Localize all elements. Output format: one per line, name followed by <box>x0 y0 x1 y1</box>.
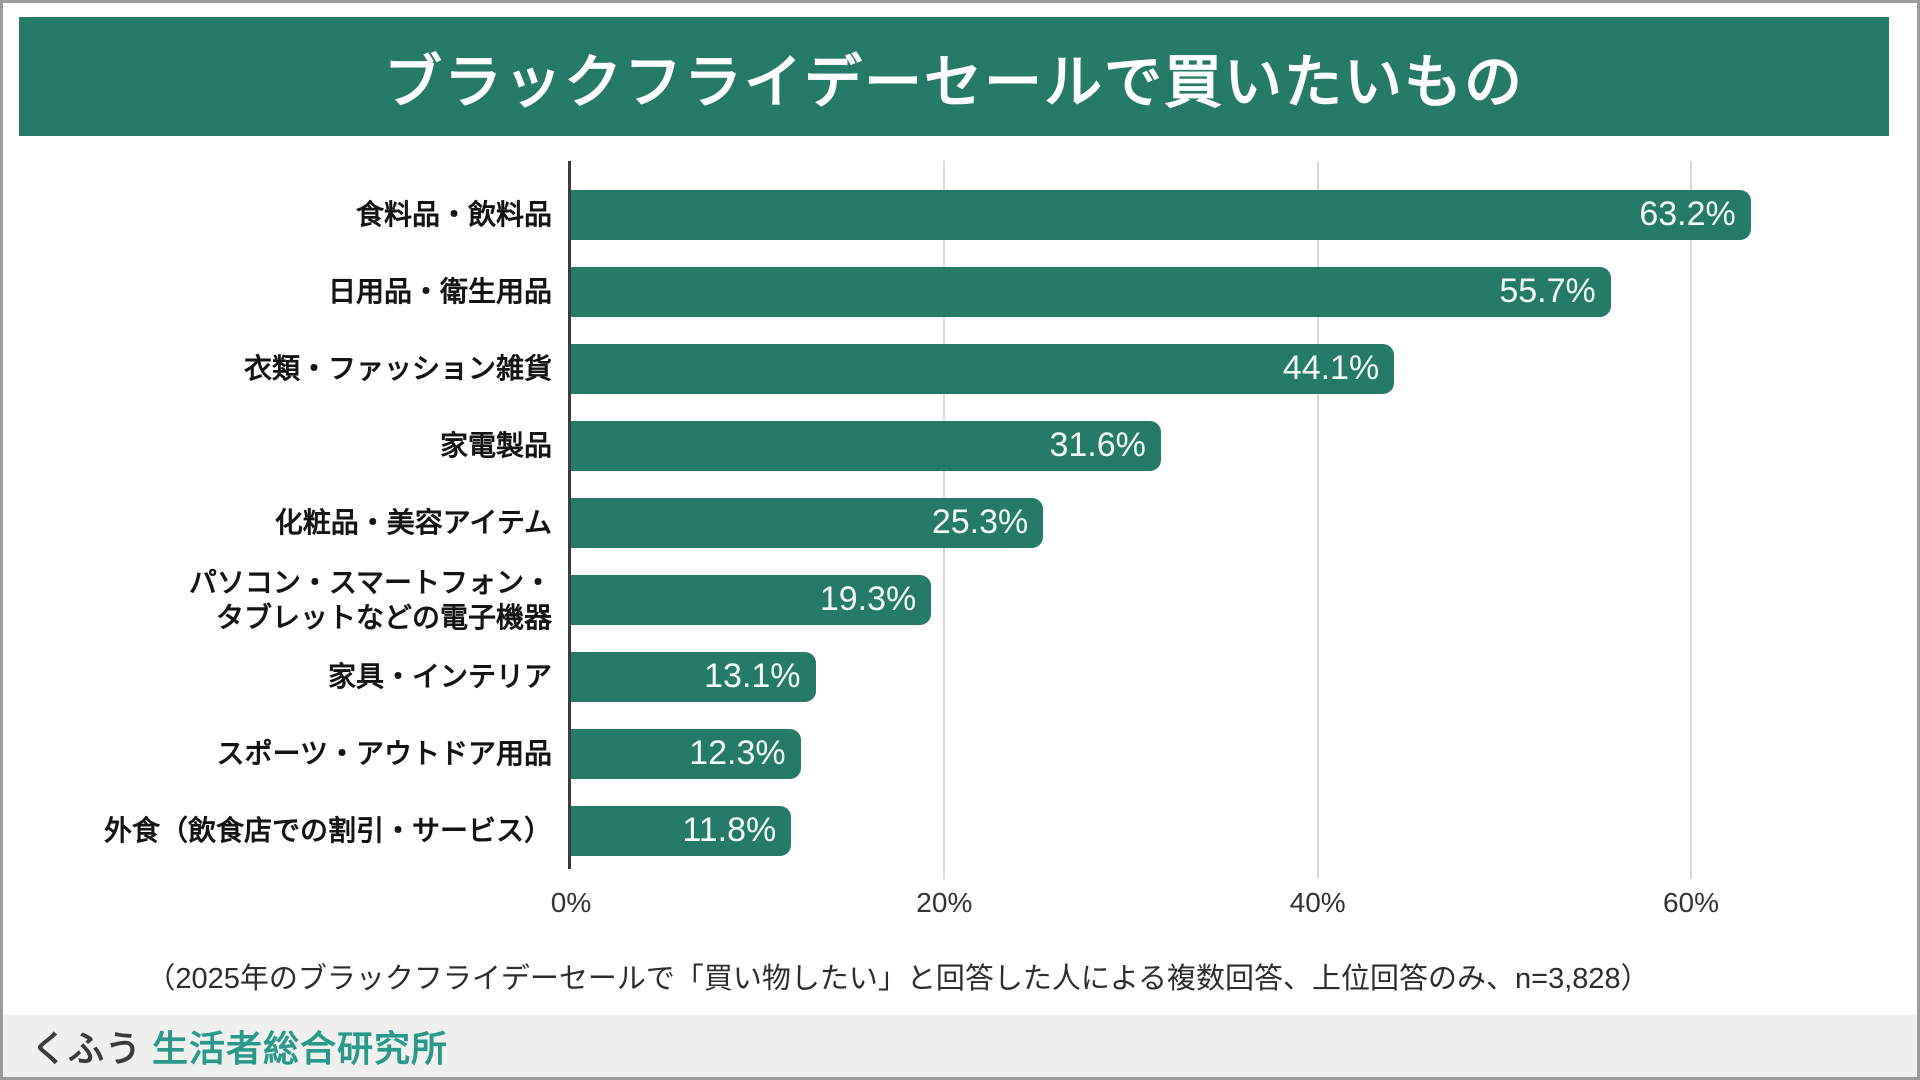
bar-row: 家電製品 31.6% <box>19 407 1803 484</box>
category-label: 日用品・衛生用品 <box>327 276 552 307</box>
bar: 13.1% <box>571 651 816 702</box>
bar: 11.8% <box>571 805 792 856</box>
bar: 31.6% <box>571 420 1161 471</box>
bar-track: 19.3% <box>571 574 1803 625</box>
category-label: 家具・インテリア <box>327 661 552 692</box>
bar-track: 63.2% <box>571 189 1803 240</box>
bar-row: 日用品・衛生用品 55.7% <box>19 253 1803 330</box>
bar-value-label: 11.8% <box>682 811 777 849</box>
category-label: 化粧品・美容アイテム <box>274 507 552 538</box>
title-banner: ブラックフライデーセールで買いたいもの <box>19 17 1889 136</box>
category-label: スポーツ・アウトドア用品 <box>216 738 552 769</box>
bar-value-label: 19.3% <box>819 580 917 618</box>
bar-value-label: 13.1% <box>704 657 801 695</box>
category-label: パソコン・スマートフォン・ タブレットなどの電子機器 <box>188 566 552 633</box>
bar-value-label: 55.7% <box>1499 272 1596 310</box>
bar-value-label: 63.2% <box>1639 195 1736 233</box>
bar-row: 家具・インテリア 13.1% <box>19 638 1803 715</box>
bar: 25.3% <box>571 497 1044 548</box>
page-title: ブラックフライデーセールで買いたいもの <box>383 49 1524 115</box>
bar-value-label: 25.3% <box>931 503 1029 541</box>
bar-track: 25.3% <box>571 497 1803 548</box>
x-tick-label: 40% <box>1289 887 1346 918</box>
gridline-60% <box>1690 161 1692 879</box>
institute-logo-text: 生活者総合研究所 <box>152 1028 449 1069</box>
chart-rows: 食料品・飲料品 63.2% 日用品・衛生用品 55.7% 衣類・ファッション雑貨 44.1… <box>19 176 1803 869</box>
bar-value-label: 31.6% <box>1049 426 1146 464</box>
bar-track: 44.1% <box>571 343 1803 394</box>
bar-track: 55.7% <box>571 266 1803 317</box>
bar: 19.3% <box>571 574 932 625</box>
category-label: 食料品・飲料品 <box>355 199 552 230</box>
bar-value-label: 12.3% <box>689 734 786 772</box>
x-tick-label: 20% <box>916 887 973 918</box>
bar: 44.1% <box>571 343 1395 394</box>
footer-band: くふう 生活者総合研究所 <box>3 1015 1917 1077</box>
bar: 12.3% <box>571 728 801 779</box>
bar-row: 外食（飲食店での割引・サービス） 11.8% <box>19 792 1803 869</box>
category-label: 家電製品 <box>439 430 552 461</box>
bar-track: 11.8% <box>571 805 1803 856</box>
bar: 63.2% <box>571 189 1751 240</box>
x-tick-label: 60% <box>1662 887 1720 918</box>
x-tick-label: 0% <box>550 887 592 918</box>
bar-track: 12.3% <box>571 728 1803 779</box>
category-label: 外食（飲食店での割引・サービス） <box>103 815 552 846</box>
bar-track: 31.6% <box>571 420 1803 471</box>
bar: 55.7% <box>571 266 1611 317</box>
bar-row: スポーツ・アウトドア用品 12.3% <box>19 715 1803 792</box>
bar-row: 衣類・ファッション雑貨 44.1% <box>19 330 1803 407</box>
kufu-logo: くふう <box>31 1028 143 1069</box>
category-label: 衣類・ファッション雑貨 <box>243 353 552 384</box>
bar-chart: 0% 20% 40% 60% 食料品・飲料品 63.2% 日用品・衛生用品 55.7% 衣類・… <box>19 161 1803 918</box>
bar-row: 食料品・飲料品 63.2% <box>19 176 1803 253</box>
bar-row: 化粧品・美容アイテム 25.3% <box>19 484 1803 561</box>
survey-note: （2025年のブラックフライデーセールで「買い物したい」と回答した人による複数回… <box>146 963 1650 995</box>
bar-track: 13.1% <box>571 651 1803 702</box>
bar-value-label: 44.1% <box>1282 349 1380 387</box>
bar-row: パソコン・スマートフォン・ タブレットなどの電子機器 19.3% <box>19 561 1803 638</box>
gridline-40% <box>1316 161 1319 879</box>
